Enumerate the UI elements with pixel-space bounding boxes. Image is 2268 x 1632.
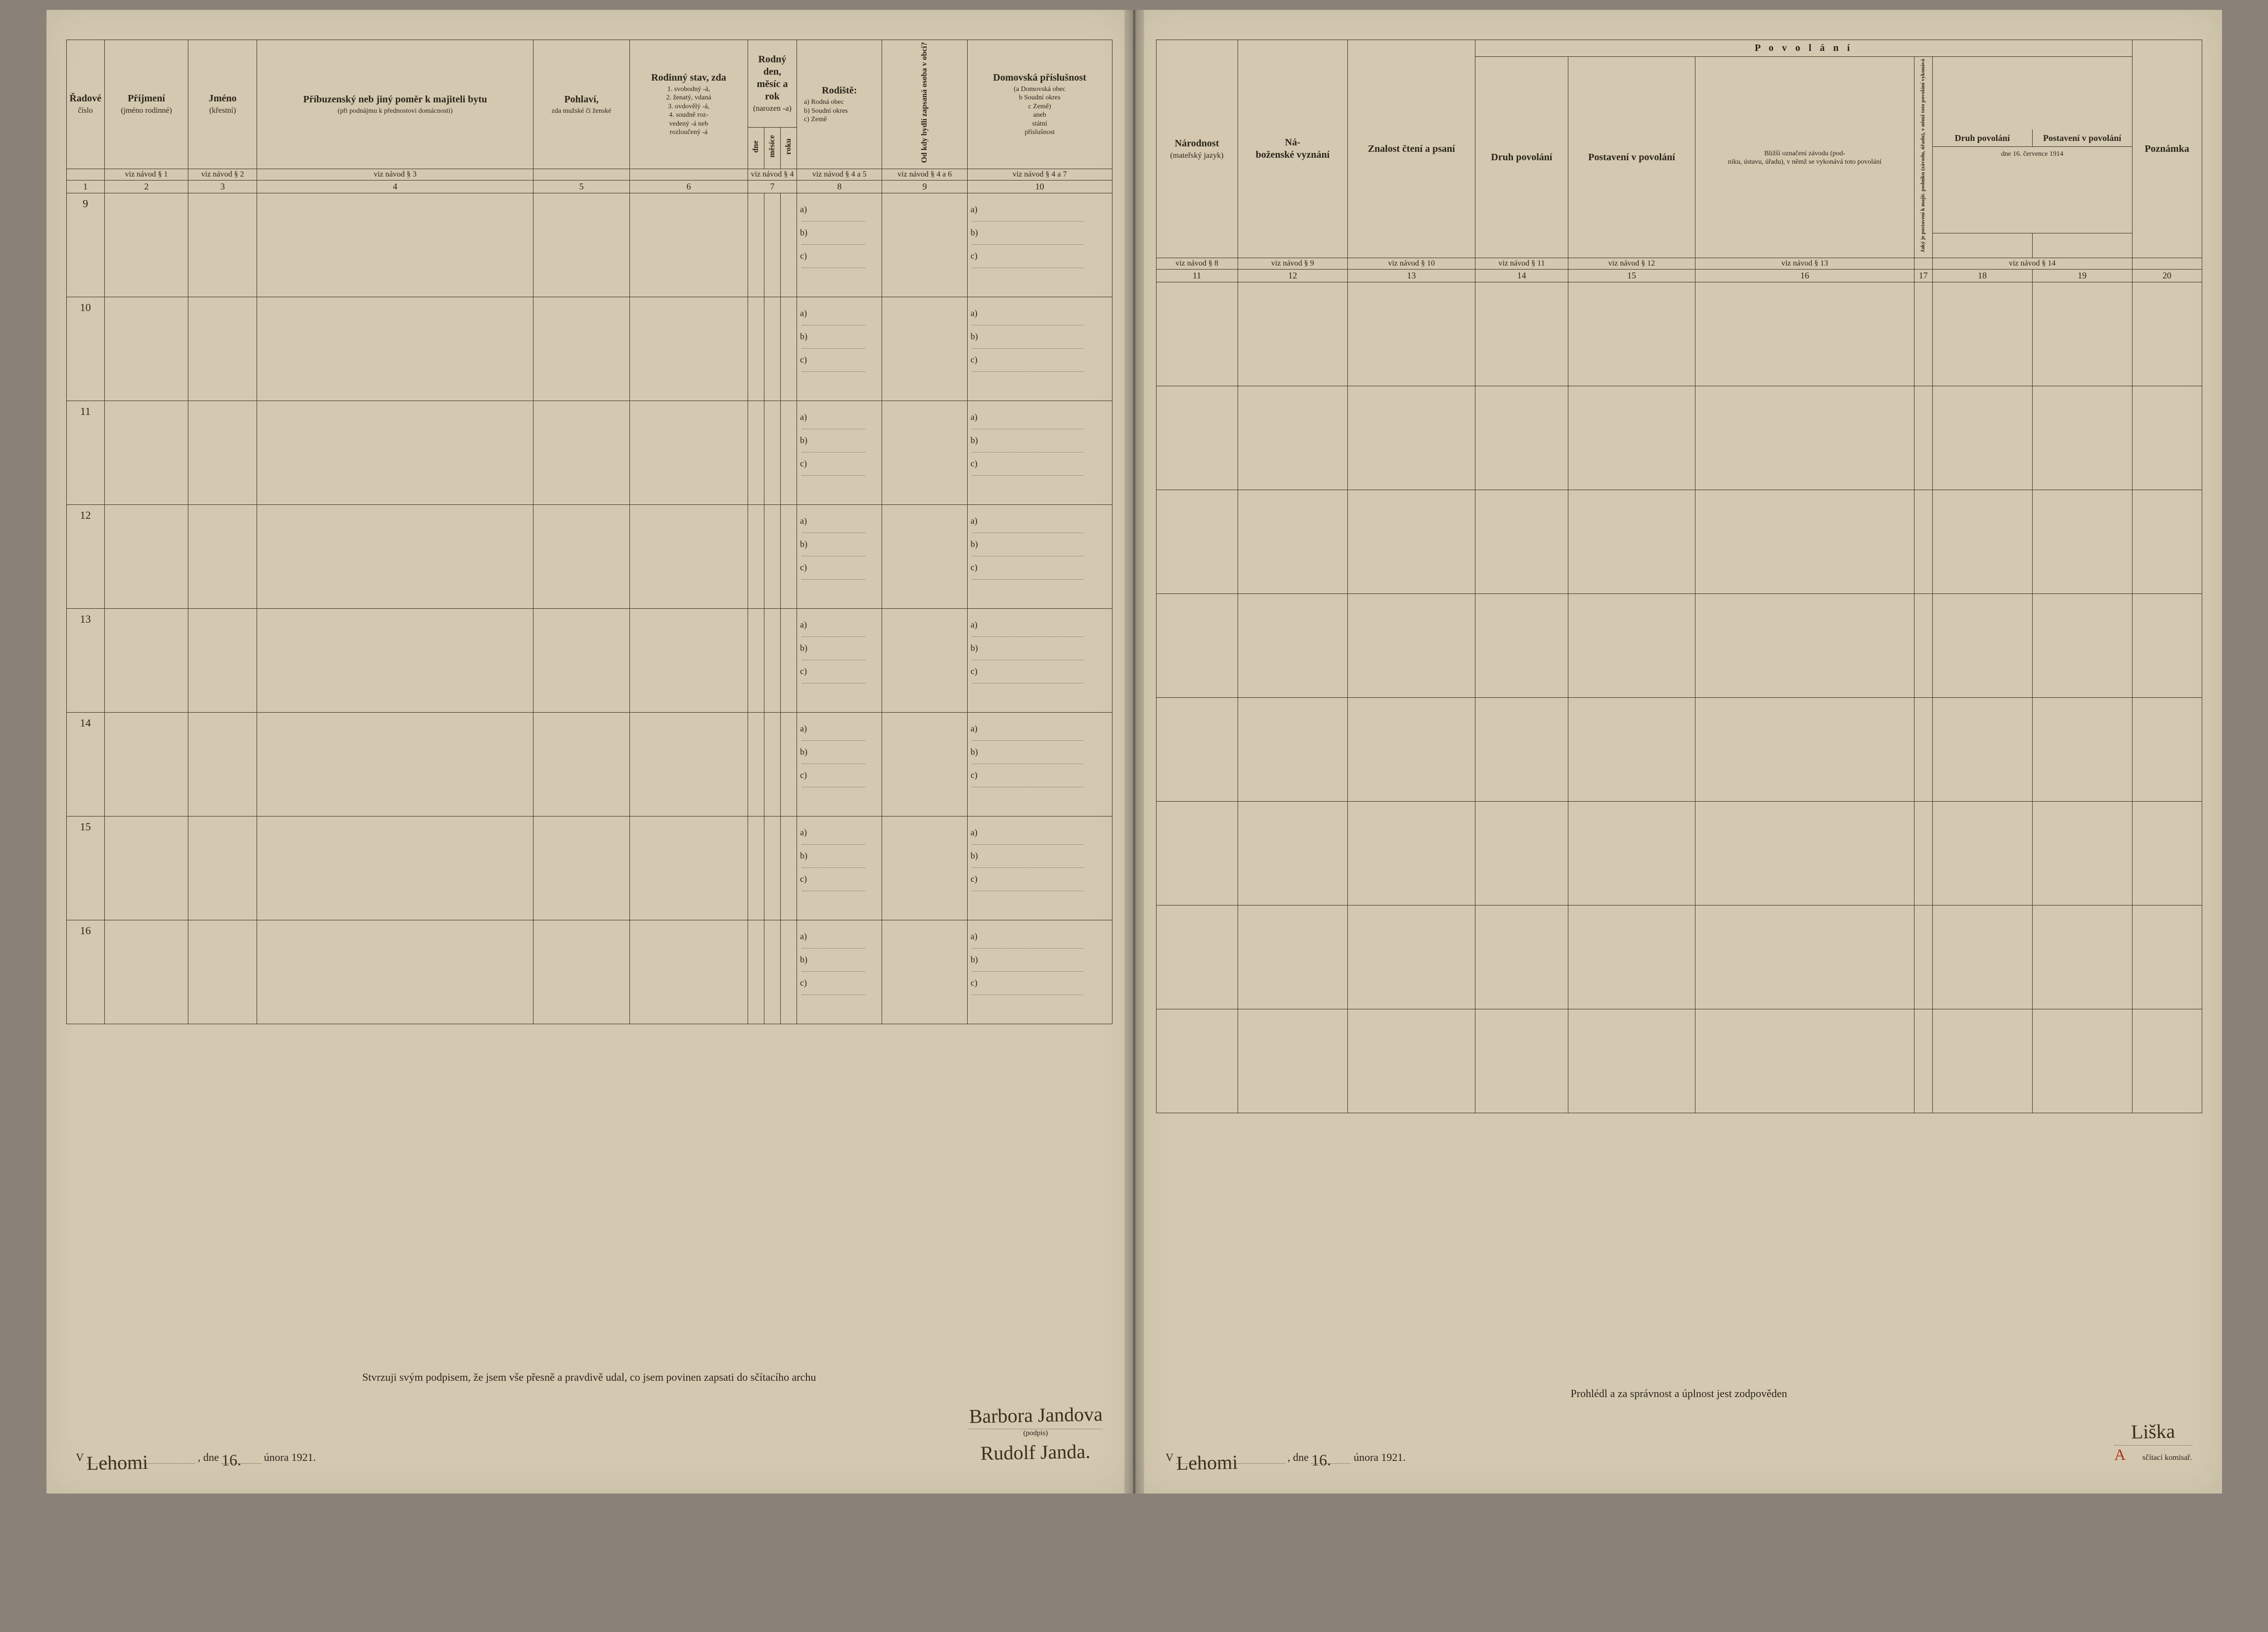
table-row: 15a)b)c)a)b)c)	[66, 816, 1112, 920]
table-row: 16a)b)c)a)b)c)	[66, 920, 1112, 1024]
num-row-right: 11 12 13 14 15 16 17 18 19 20	[1156, 270, 2202, 282]
table-row: 10a)b)c)a)b)c)	[66, 297, 1112, 401]
col-7-header: Rodný den, měsíc a rok(narozen -a)	[748, 40, 797, 128]
col-17-header: Jaký je postavení k majit. podniku (závo…	[1914, 57, 1932, 258]
col-3-header: Jméno(křestní)	[188, 40, 257, 169]
ref-row-left: viz návod § 1 viz návod § 2 viz návod § …	[66, 169, 1112, 180]
col-11-header: Národnost(mateřský jazyk)	[1156, 40, 1238, 258]
census-table-right: Národnost(mateřský jazyk) Ná- boženské v…	[1156, 40, 2202, 1113]
ref-row-right: viz návod § 8 viz návod § 9 viz návod § …	[1156, 258, 2202, 270]
left-page: Řadovéčíslo Příjmení(jméno rodinné) Jmén…	[46, 10, 1133, 1494]
col-5-header: Pohlaví,zda mužské či ženské	[534, 40, 629, 169]
table-row: 13a)b)c)a)b)c)	[66, 608, 1112, 712]
col-9-header: Od kdy bydlí zapsaná osoba v obci?	[882, 40, 967, 169]
num-row-left: 1 2 3 4 5 6 7 8 9 10	[66, 180, 1112, 193]
col-10-header: Domovská příslušnost(a Domovská obec b S…	[967, 40, 1112, 169]
left-footer: Stvrzuji svým podpisem, že jsem vše přes…	[76, 1371, 1103, 1464]
right-declaration: Prohlédl a za správnost a úplnost jest z…	[1166, 1387, 2192, 1400]
table-row: 9a)b)c)a)b)c)	[66, 193, 1112, 297]
col-4-header: Příbuzenský neb jiný poměr k majiteli by…	[257, 40, 534, 169]
table-row	[1156, 594, 2202, 698]
col-18-header	[1932, 233, 2032, 258]
left-declaration: Stvrzuji svým podpisem, že jsem vše přes…	[76, 1371, 1103, 1384]
right-page: Národnost(mateřský jazyk) Ná- boženské v…	[1135, 10, 2222, 1494]
left-signatures: Barbora Jandova (podpis) Rudolf Janda.	[969, 1404, 1103, 1464]
table-row: 12a)b)c)a)b)c)	[66, 504, 1112, 608]
col-16-header: Bližší označení závodu (pod- niku, ústav…	[1695, 57, 1914, 258]
table-row	[1156, 1009, 2202, 1113]
section-povolani: P o v o l á n í	[1475, 40, 2132, 57]
col-8-header: Rodiště:a) Rodná obec b) Soudní okres c)…	[797, 40, 882, 169]
table-row: 11a)b)c)a)b)c)	[66, 401, 1112, 504]
col-15-header: Postavení v povolání	[1568, 57, 1695, 258]
table-row	[1156, 490, 2202, 594]
col-12-header: Ná- boženské vyznání	[1238, 40, 1347, 258]
col-19-header	[2032, 233, 2132, 258]
book-spread: Řadovéčíslo Příjmení(jméno rodinné) Jmén…	[46, 10, 2222, 1494]
left-place-date: V Lehomi , dne 16. února 1921.	[76, 1451, 316, 1464]
table-row	[1156, 802, 2202, 906]
right-footer: Prohlédl a za správnost a úplnost jest z…	[1166, 1387, 2192, 1464]
col-14-header: Druh povolání	[1475, 57, 1568, 258]
right-place-date: V Lehomi , dne 16. února 1921.	[1166, 1451, 1406, 1464]
col-2-header: Příjmení(jméno rodinné)	[104, 40, 188, 169]
col-7a-header: dne	[748, 128, 764, 169]
table-row: 14a)b)c)a)b)c)	[66, 712, 1112, 816]
table-row	[1156, 386, 2202, 490]
table-row	[1156, 282, 2202, 386]
col-13-header: Znalost čtení a psaní	[1347, 40, 1475, 258]
right-signature: Liška A sčítací komisař.	[2114, 1420, 2192, 1464]
col-6-header: Rodinný stav, zda1. svobodný -á, 2. žena…	[629, 40, 748, 169]
table-row	[1156, 906, 2202, 1009]
col-1-header: Řadovéčíslo	[66, 40, 104, 169]
col-7c-header: roku	[780, 128, 797, 169]
table-row	[1156, 698, 2202, 802]
book-gutter	[1124, 10, 1144, 1494]
col-20-header: Poznámka	[2132, 40, 2202, 258]
col-7b-header: měsíce	[764, 128, 780, 169]
col-1914-group: Druh povolání Postavení v povolání dne 1…	[1932, 57, 2132, 233]
census-table-left: Řadovéčíslo Příjmení(jméno rodinné) Jmén…	[66, 40, 1112, 1024]
